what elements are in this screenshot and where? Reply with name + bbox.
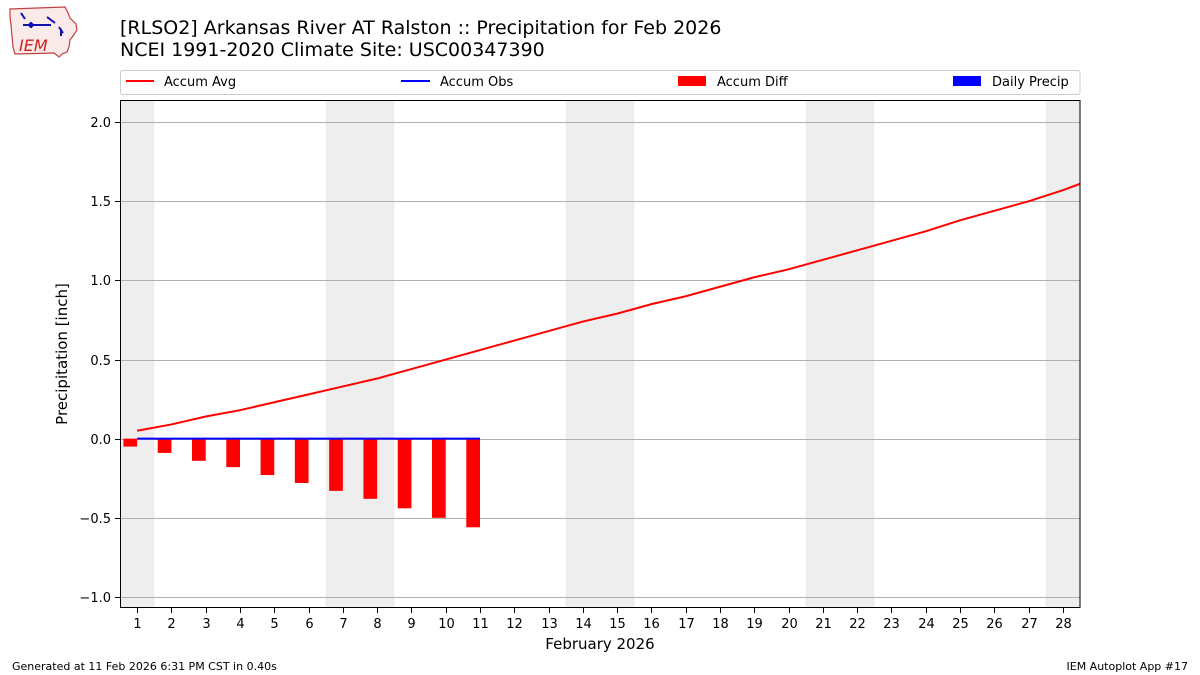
accum-diff-bar-day-8 xyxy=(363,438,378,499)
x-tick-label: 7 xyxy=(339,617,347,632)
y-tick-label: 0.0 xyxy=(90,433,111,448)
bars-layer xyxy=(123,438,480,528)
x-tick-label: 11 xyxy=(472,617,489,632)
legend-label-accum-obs: Accum Obs xyxy=(440,75,513,90)
accum-diff-bar-day-6 xyxy=(294,438,309,483)
weekend-shading xyxy=(120,100,1080,608)
accum-diff-bar-day-9 xyxy=(397,438,412,509)
y-axis-label: Precipitation [inch] xyxy=(53,283,71,425)
footer-generated: Generated at 11 Feb 2026 6:31 PM CST in … xyxy=(12,660,277,673)
x-tick-label: 18 xyxy=(712,617,729,632)
x-tick-label: 16 xyxy=(643,617,660,632)
x-tick-label: 9 xyxy=(407,617,415,632)
weekend-shade-day-8 xyxy=(360,100,395,608)
x-tick-label: 20 xyxy=(781,617,798,632)
weekend-shade-day-7 xyxy=(325,100,360,608)
legend-swatch-daily-precip xyxy=(953,76,981,86)
x-tick-label: 15 xyxy=(609,617,626,632)
logo-text: IEM xyxy=(19,36,48,55)
iem-logo: IEM xyxy=(9,6,78,58)
x-tick-label: 8 xyxy=(373,617,381,632)
legend-label-accum-avg: Accum Avg xyxy=(164,75,236,90)
x-tick-label: 24 xyxy=(918,617,935,632)
weekend-shade-day-28 xyxy=(1045,100,1080,608)
y-tick-label: 0.5 xyxy=(90,354,111,369)
legend-swatch-accum-diff xyxy=(678,76,706,86)
x-tick-label: 6 xyxy=(305,617,313,632)
x-tick-label: 19 xyxy=(746,617,763,632)
station-dot-icon xyxy=(28,22,34,28)
weekend-shade-day-21 xyxy=(805,100,840,608)
x-tick-label: 21 xyxy=(815,617,832,632)
x-tick-label: 2 xyxy=(167,617,175,632)
x-tick-label: 3 xyxy=(202,617,210,632)
y-tick-label: 1.0 xyxy=(90,274,111,289)
x-tick-label: 14 xyxy=(575,617,592,632)
y-tick-label: 1.5 xyxy=(90,195,111,210)
x-tick-label: 17 xyxy=(678,617,695,632)
accum-diff-bar-day-1 xyxy=(123,438,138,447)
legend-label-accum-diff: Accum Diff xyxy=(717,75,789,90)
lines-layer xyxy=(136,182,1081,440)
plot-frame xyxy=(120,100,1081,608)
x-tick-label: 4 xyxy=(236,617,244,632)
y-tick-label: −1.0 xyxy=(79,591,111,606)
legend-label-daily-precip: Daily Precip xyxy=(992,75,1069,90)
accum-diff-bar-day-11 xyxy=(466,438,480,528)
accum-avg-line xyxy=(136,182,1081,432)
accum-diff-bar-day-3 xyxy=(192,438,206,461)
x-tick-label: 10 xyxy=(438,617,455,632)
x-tick-label: 22 xyxy=(849,617,866,632)
y-tick-label: −0.5 xyxy=(79,512,111,527)
axis-ticks: −1.0−0.50.00.51.01.52.01 2 3 4 5 6 7 8 9 10 11 12 13… xyxy=(79,116,1071,632)
weekend-shade-day-1 xyxy=(120,100,155,608)
accum-diff-bar-day-4 xyxy=(226,438,240,468)
x-axis-label: February 2026 xyxy=(545,635,654,653)
weekend-shade-day-15 xyxy=(600,100,635,608)
weekend-shade-day-14 xyxy=(565,100,600,608)
x-tick-label: 26 xyxy=(986,617,1003,632)
x-tick-label: 23 xyxy=(883,617,900,632)
legend: Accum Avg Accum Obs Accum Diff Daily Pre… xyxy=(120,70,1081,95)
y-tick-label: 2.0 xyxy=(90,116,111,131)
chart-subtitle: NCEI 1991-2020 Climate Site: USC00347390 xyxy=(120,39,545,61)
accum-diff-bar-day-5 xyxy=(260,438,275,476)
accum-diff-bar-day-2 xyxy=(157,438,172,453)
accum-diff-bar-day-10 xyxy=(432,438,446,518)
x-tick-label: 13 xyxy=(541,617,558,632)
accum-diff-bar-day-7 xyxy=(329,438,343,491)
chart-title: [RLSO2] Arkansas River AT Ralston :: Pre… xyxy=(120,17,722,39)
iowa-outline-shape xyxy=(9,6,78,58)
x-tick-label: 25 xyxy=(952,617,969,632)
footer-app: IEM Autoplot App #17 xyxy=(1066,660,1189,673)
weekend-shade-day-22 xyxy=(840,100,875,608)
x-tick-label: 1 xyxy=(133,617,141,632)
x-tick-label: 28 xyxy=(1055,617,1072,632)
legend-frame xyxy=(120,70,1081,95)
x-tick-label: 5 xyxy=(270,617,278,632)
x-tick-label: 27 xyxy=(1021,617,1038,632)
x-tick-label: 12 xyxy=(506,617,523,632)
